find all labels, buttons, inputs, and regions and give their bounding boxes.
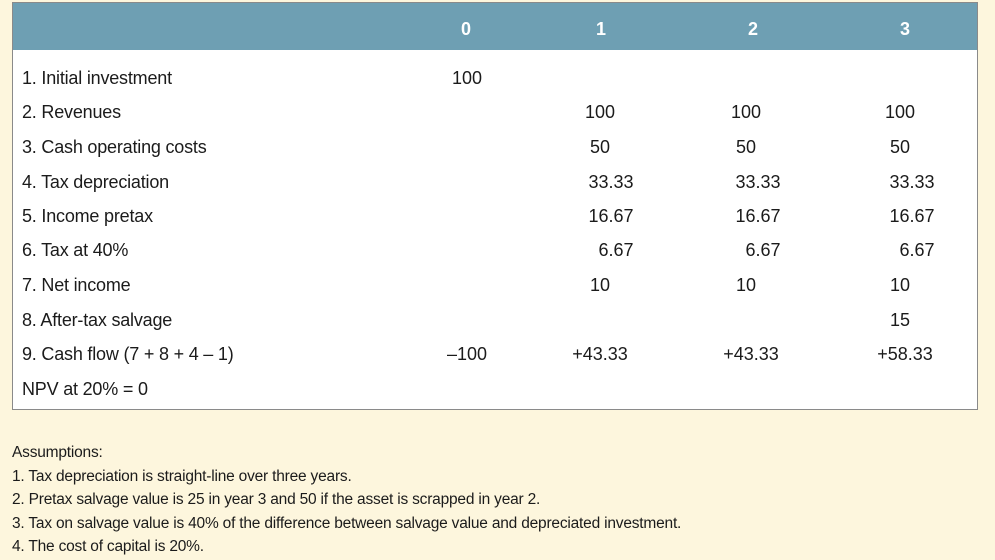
cell: 6.67 xyxy=(899,240,935,260)
cell: 50 xyxy=(889,137,911,157)
cell: 16.67 xyxy=(735,206,781,226)
table-header: 0 1 2 3 xyxy=(13,3,977,50)
row-label-tax: 6. Tax at 40% xyxy=(22,240,129,260)
row-label-revenues: 2. Revenues xyxy=(22,102,121,122)
column-header-year-1: 1 xyxy=(595,19,606,39)
row-label-npv: NPV at 20% = 0 xyxy=(22,379,148,399)
cell: 33.33 xyxy=(588,172,634,192)
row-label-cash-operating-costs: 3. Cash operating costs xyxy=(22,137,207,157)
assumption-item: 4. The cost of capital is 20%. xyxy=(12,538,204,555)
cell: 15 xyxy=(889,310,911,330)
row-label-income-pretax: 5. Income pretax xyxy=(22,206,153,226)
row-label-net-income: 7. Net income xyxy=(22,275,131,295)
assumptions-heading: Assumptions: xyxy=(12,444,103,461)
assumption-item: 1. Tax depreciation is straight-line ove… xyxy=(12,467,352,485)
cell: 50 xyxy=(589,137,611,157)
cell: 33.33 xyxy=(735,172,781,192)
assumption-item: 2. Pretax salvage value is 25 in year 3 … xyxy=(12,491,541,508)
cell: 100 xyxy=(584,102,616,122)
cell: 100 xyxy=(884,102,916,122)
row-label-after-tax-salvage: 8. After-tax salvage xyxy=(22,310,173,330)
cell: –100 xyxy=(446,344,488,364)
column-header-year-0: 0 xyxy=(460,19,471,39)
cell: 6.67 xyxy=(598,240,634,260)
assumption-item: 3. Tax on salvage value is 40% of the di… xyxy=(12,514,682,532)
cell: 16.67 xyxy=(588,206,634,226)
row-label-cash-flow: 9. Cash flow (7 + 8 + 4 – 1) xyxy=(22,344,234,364)
cell: 6.67 xyxy=(745,240,781,260)
cell: 16.67 xyxy=(889,206,935,226)
cell: 10 xyxy=(589,275,611,295)
cell: +43.33 xyxy=(723,344,779,364)
row-label-tax-depreciation: 4. Tax depreciation xyxy=(22,172,169,192)
cell: +43.33 xyxy=(572,344,628,364)
cell: +58.33 xyxy=(877,344,933,364)
cell: 100 xyxy=(451,68,483,88)
cell: 50 xyxy=(735,137,757,157)
cell: 10 xyxy=(889,275,911,295)
cash-flow-table: 0 1 2 3 1. Initial investment 100 2. Rev… xyxy=(12,2,978,410)
row-label-initial-investment: 1. Initial investment xyxy=(22,68,172,88)
assumptions-section: Assumptions: 1. Tax depreciation is stra… xyxy=(12,441,681,559)
column-header-year-2: 2 xyxy=(747,19,758,39)
cell: 100 xyxy=(730,102,762,122)
column-header-year-3: 3 xyxy=(899,19,910,39)
cell: 33.33 xyxy=(889,172,935,192)
cell: 10 xyxy=(735,275,757,295)
